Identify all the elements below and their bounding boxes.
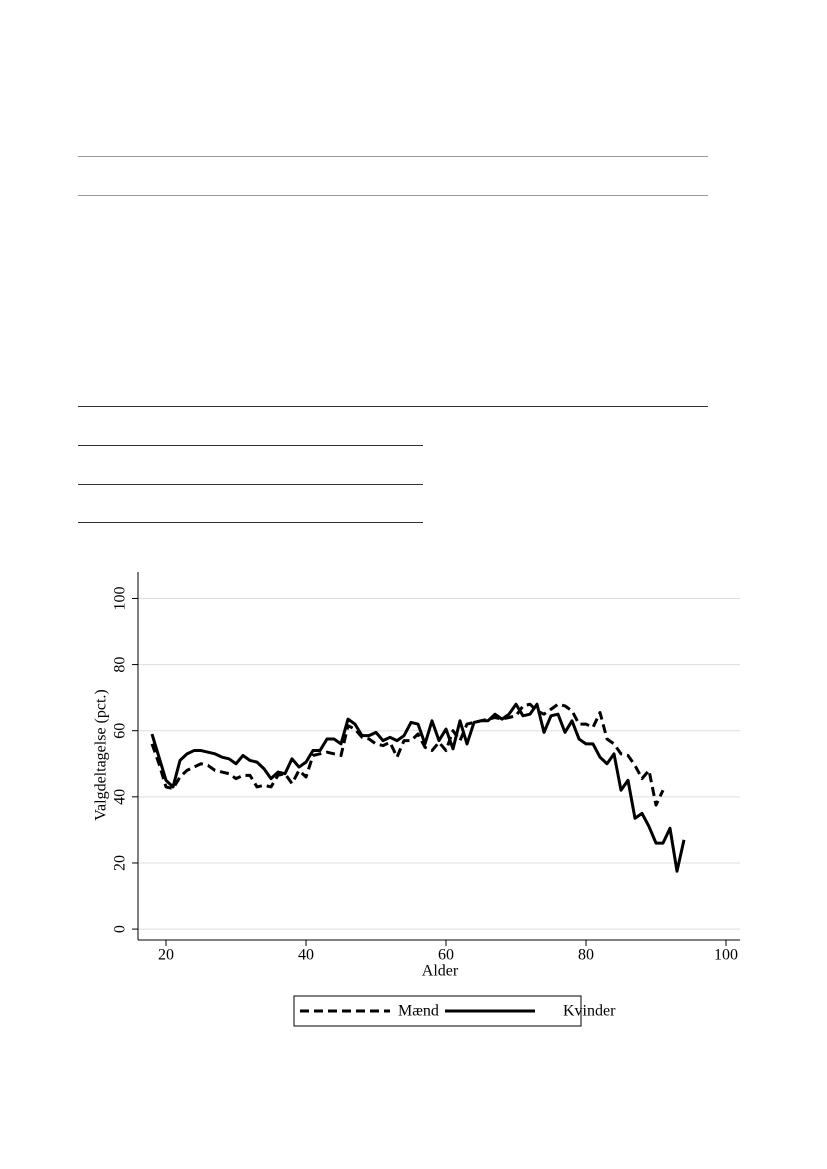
legend-label: Kvinder — [563, 1003, 616, 1020]
y-tick-label: 60 — [112, 723, 129, 739]
y-axis-label: Valgdeltagelse (pct.) — [93, 689, 110, 821]
line — [150, 702, 665, 807]
rule — [78, 484, 423, 485]
x-tick-label: 80 — [578, 947, 594, 964]
x-tick-label: 60 — [438, 947, 454, 964]
y-tick-label: 20 — [112, 855, 129, 871]
rule — [78, 445, 423, 446]
rule — [78, 522, 423, 523]
line — [150, 702, 686, 873]
x-tick-label: 100 — [714, 947, 738, 964]
y-tick-label: 100 — [112, 586, 129, 610]
x-tick-label: 20 — [158, 947, 174, 964]
rule — [78, 195, 708, 196]
rule — [78, 406, 708, 407]
rule — [78, 156, 708, 157]
y-tick-label: 0 — [112, 925, 129, 933]
x-axis-label: Alder — [422, 963, 459, 980]
legend-label: Mænd — [398, 1003, 439, 1020]
x-tick-label: 40 — [298, 947, 314, 964]
y-tick-label: 40 — [112, 789, 129, 805]
y-tick-label: 80 — [112, 657, 129, 673]
